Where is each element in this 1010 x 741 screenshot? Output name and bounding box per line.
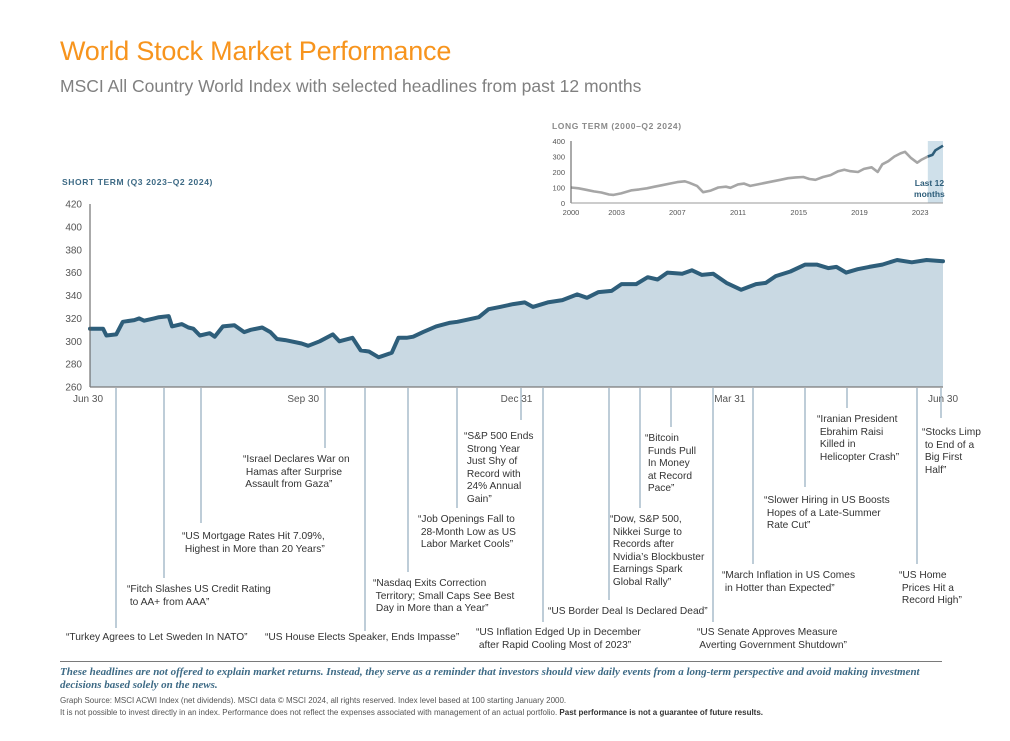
headline-annotation: “March Inflation in US Comes in Hotter t… bbox=[722, 570, 856, 594]
headline-annotation: “Stocks Limp to End of a Big First Half” bbox=[922, 427, 981, 476]
highlight-label-line1: Last 12 bbox=[915, 178, 945, 188]
headline-annotation: “US Inflation Edged Up in December after… bbox=[476, 627, 641, 651]
highlight-label-line2: months bbox=[914, 189, 945, 199]
footer-divider bbox=[60, 661, 942, 662]
x-tick-label: Dec 31 bbox=[501, 394, 533, 405]
x-tick-label: Jun 30 bbox=[928, 394, 958, 405]
headline-annotation: “US Home Prices Hit a Record High” bbox=[899, 570, 962, 606]
headline-annotation: “US Senate Approves Measure Averting Gov… bbox=[697, 627, 847, 651]
y-tick-label: 380 bbox=[65, 245, 82, 256]
inset-x-tick-label: 2003 bbox=[608, 208, 625, 217]
headline-annotation: “S&P 500 Ends Strong Year Just Shy of Re… bbox=[464, 431, 534, 505]
inset-x-tick-label: 2015 bbox=[790, 208, 807, 217]
y-tick-label: 260 bbox=[65, 383, 82, 394]
y-tick-label: 300 bbox=[65, 337, 82, 348]
headline-annotation: “Slower Hiring in US Boosts Hopes of a L… bbox=[764, 495, 890, 531]
x-tick-label: Mar 31 bbox=[714, 394, 746, 405]
y-tick-label: 280 bbox=[65, 360, 82, 371]
disclaimer: These headlines are not offered to expla… bbox=[60, 666, 920, 691]
short-term-chart-title: SHORT TERM (Q3 2023–Q2 2024) bbox=[62, 177, 213, 187]
headline-annotation: “Iranian President Ebrahim Raisi Killed … bbox=[817, 414, 900, 463]
y-tick-label: 400 bbox=[65, 222, 82, 233]
y-tick-label: 320 bbox=[65, 314, 82, 325]
page-subtitle: MSCI All Country World Index with select… bbox=[60, 76, 642, 96]
short-term-line bbox=[88, 258, 945, 360]
headline-connectors bbox=[115, 388, 942, 631]
short-term-area bbox=[90, 260, 943, 387]
inset-y-tick-label: 300 bbox=[552, 153, 565, 162]
headline-annotation: “US Mortgage Rates Hit 7.09%, Highest in… bbox=[182, 531, 325, 555]
headline-annotation: “Fitch Slashes US Credit Rating to AA+ f… bbox=[127, 584, 271, 608]
x-tick-label: Sep 30 bbox=[287, 394, 319, 405]
headline-annotation: “Israel Declares War on Hamas after Surp… bbox=[243, 454, 350, 490]
inset-y-tick-label: 400 bbox=[552, 137, 565, 146]
headline-annotation: “Dow, S&P 500, Nikkei Surge to Records a… bbox=[610, 514, 705, 588]
inset-x-tick-label: 2007 bbox=[669, 208, 686, 217]
y-tick-label: 360 bbox=[65, 268, 82, 279]
headline-annotation: “US Border Deal Is Declared Dead” bbox=[548, 606, 708, 617]
long-term-chart-title: LONG TERM (2000–Q2 2024) bbox=[552, 121, 682, 131]
note-bold: Past performance is not a guarantee of f… bbox=[559, 708, 764, 717]
note-text: It is not possible to invest directly in… bbox=[60, 708, 558, 717]
page-title: World Stock Market Performance bbox=[60, 36, 452, 66]
x-tick-label: Jun 30 bbox=[73, 394, 103, 405]
performance-note: It is not possible to invest directly in… bbox=[60, 708, 763, 718]
inset-x-tick-label: 2019 bbox=[851, 208, 868, 217]
inset-y-tick-label: 200 bbox=[552, 168, 565, 177]
short-term-chart: 260 280 300 320 340 360 380 400 420 Jun 30 Sep 30 D… bbox=[65, 200, 958, 406]
graph-source: Graph Source: MSCI ACWI Index (net divid… bbox=[60, 696, 567, 705]
inset-x-tick-label: 2000 bbox=[563, 208, 580, 217]
headline-annotation: “Nasdaq Exits Correction Territory; Smal… bbox=[373, 578, 515, 614]
headline-annotation: “US House Elects Speaker, Ends Impasse” bbox=[265, 632, 460, 643]
inset-y-tick-label: 100 bbox=[552, 184, 565, 193]
long-term-line-last-12 bbox=[927, 144, 944, 158]
inset-y-tick-label: 0 bbox=[561, 199, 565, 208]
long-term-line bbox=[570, 150, 929, 197]
headline-annotation: “Bitcoin Funds Pull In Money at Record P… bbox=[645, 433, 696, 494]
long-term-chart: 0 100 200 300 400 2000 2003 2007 2011 2015 2019 202… bbox=[552, 137, 945, 217]
headline-annotation: “Turkey Agrees to Let Sweden In NATO” bbox=[66, 632, 248, 643]
inset-x-tick-label: 2023 bbox=[912, 208, 929, 217]
y-tick-label: 420 bbox=[65, 200, 82, 211]
headline-annotation: “Job Openings Fall to 28-Month Low as US… bbox=[418, 514, 516, 550]
y-tick-label: 340 bbox=[65, 291, 82, 302]
inset-x-tick-label: 2011 bbox=[730, 208, 746, 217]
